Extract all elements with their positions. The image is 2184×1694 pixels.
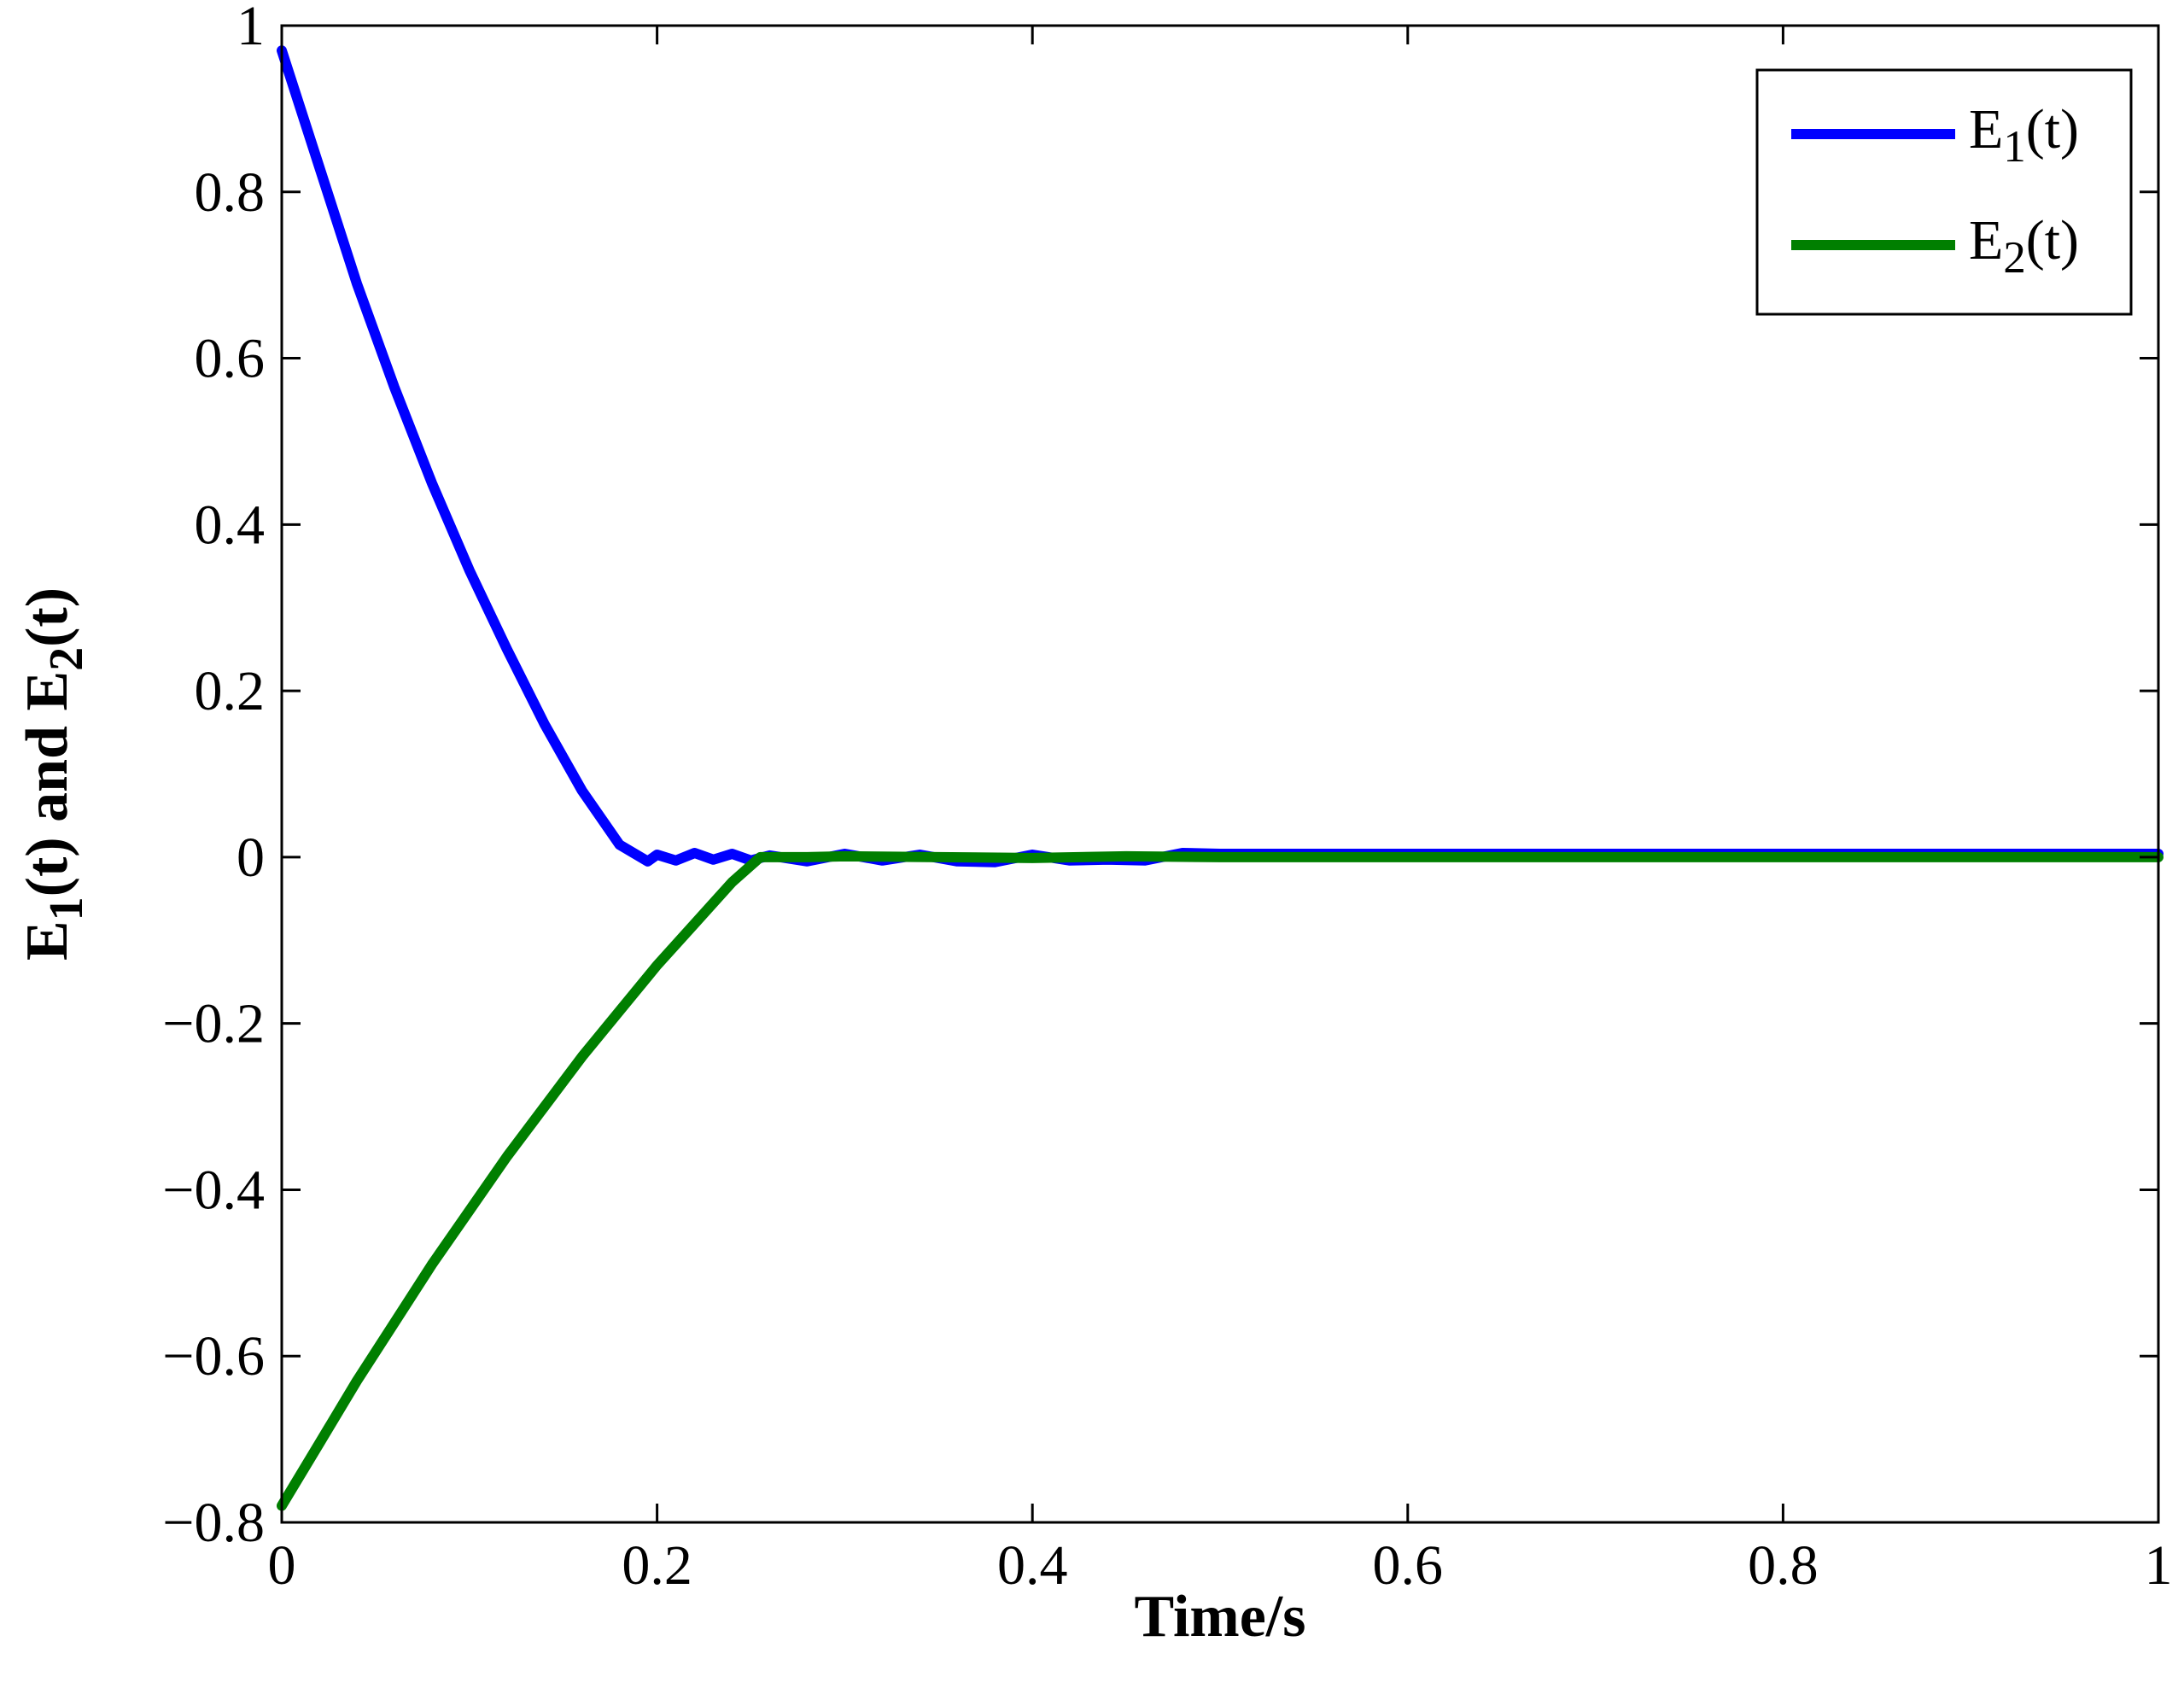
series-line-2: [277, 850, 2164, 1511]
y-tick-label: 0.2: [195, 660, 266, 722]
y-tick-label: −0.8: [162, 1492, 265, 1554]
y-tick-label: 1: [237, 0, 265, 57]
y-tick-label: 0.8: [195, 161, 266, 224]
x-tick-label: 0.4: [997, 1534, 1068, 1597]
x-tick-label: 0.6: [1373, 1534, 1444, 1597]
y-tick-label: 0.4: [195, 494, 266, 556]
legend-label-2: E2(t): [1969, 209, 2079, 283]
x-tick-label: 0.8: [1748, 1534, 1819, 1597]
x-axis-title: Time/s: [1135, 1584, 1306, 1650]
y-axis-title: E1(t) and E2(t): [15, 587, 93, 961]
y-tick-label: −0.4: [162, 1159, 265, 1221]
y-tick-label: 0: [237, 827, 265, 889]
y-tick-label: −0.6: [162, 1325, 265, 1387]
legend-label-1: E1(t): [1969, 98, 2079, 172]
x-tick-label: 0: [268, 1534, 296, 1597]
legend: E1(t) E2(t): [1755, 68, 2133, 316]
x-tick-label: 1: [2145, 1534, 2173, 1597]
plot-frame: [280, 24, 2160, 1524]
y-tick-label: 0.6: [195, 328, 266, 390]
y-tick-label: −0.2: [162, 993, 265, 1055]
legend-box: [1755, 68, 2133, 316]
tick-layer: 0 0.2 0.4 0.6 0.8 1 −0.8 −0.6 −0.4 −0.2 0 0.2 0.4 0.6…: [162, 0, 2172, 1597]
series-layer: [277, 45, 2164, 1511]
x-tick-label: 0.2: [622, 1534, 692, 1597]
